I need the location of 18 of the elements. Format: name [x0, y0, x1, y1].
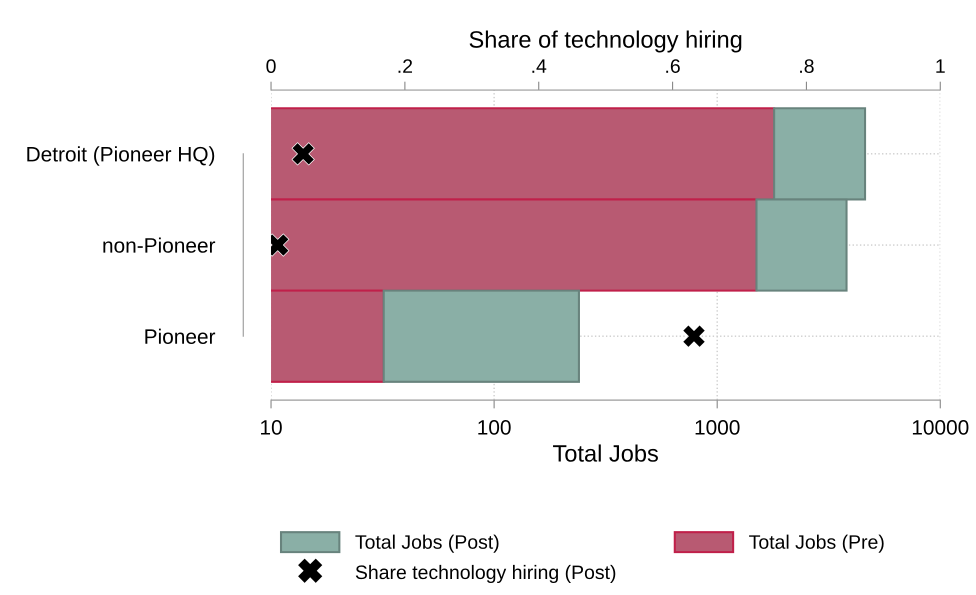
- x2-tick-label: .6: [666, 59, 680, 73]
- x2-tick-label: .8: [800, 59, 814, 73]
- x2-tick-label: 1: [936, 59, 945, 73]
- x2-tick-label: .4: [532, 59, 546, 73]
- x-tick-label: 100: [478, 420, 511, 435]
- legend-label: Total Jobs (Post): [355, 534, 498, 553]
- x-tick-label: 10000: [912, 420, 968, 435]
- x-tick-label: 10: [261, 420, 282, 435]
- y-tick-label: non-Pioneer: [103, 237, 216, 253]
- x2-axis-title: Share of technology hiring: [470, 30, 742, 52]
- legend-label: Share technology hiring (Post): [356, 564, 616, 584]
- y-tick-label: Pioneer: [145, 328, 216, 344]
- x-axis-title: Total Jobs: [553, 444, 658, 462]
- x-tick-label: 1000: [696, 420, 740, 435]
- legend-label: Total Jobs (Pre): [749, 534, 884, 553]
- x2-tick-label: .2: [398, 59, 412, 73]
- y-tick-label: Detroit (Pioneer HQ): [27, 146, 214, 166]
- x2-tick-label: 0: [266, 59, 276, 73]
